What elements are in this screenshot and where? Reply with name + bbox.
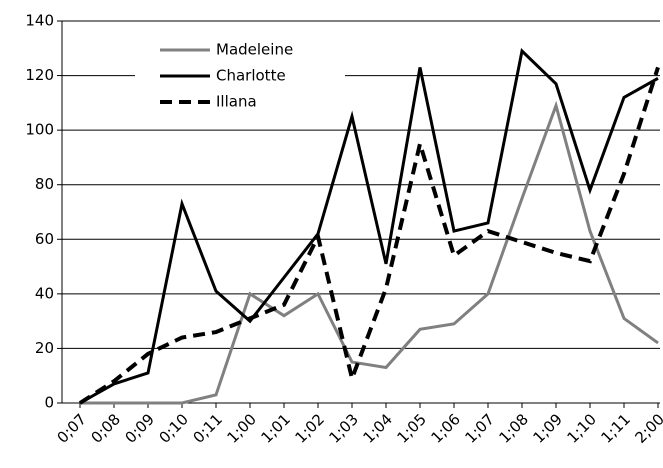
x-tick-label: 2;00 — [631, 410, 663, 447]
x-tick-label: 1;02 — [291, 410, 328, 447]
x-tick-label: 1;09 — [529, 410, 566, 447]
y-tick-label: 0 — [44, 394, 54, 412]
y-tick-label: 60 — [35, 230, 54, 248]
x-tick-label: 1;07 — [461, 410, 498, 447]
series-line — [78, 66, 660, 405]
y-tick-label: 80 — [35, 175, 54, 193]
legend-label: Madeleine — [216, 41, 293, 59]
x-tick-label: 0;10 — [155, 410, 192, 447]
x-tick-label: 1;01 — [257, 410, 294, 447]
x-tick-label: 0;09 — [121, 410, 158, 447]
x-tick-label: 0;08 — [87, 410, 124, 447]
x-tick-label: 1;03 — [325, 410, 362, 447]
x-tick-label: 0;11 — [189, 410, 226, 447]
x-tick-label: 1;10 — [563, 410, 600, 447]
x-tick-label: 1;08 — [495, 410, 532, 447]
legend-label: Charlotte — [216, 67, 286, 85]
x-tick-label: 1;11 — [597, 410, 634, 447]
y-tick-label: 100 — [25, 121, 54, 139]
x-tick-label: 0;07 — [53, 410, 90, 447]
x-tick-label: 1;04 — [359, 410, 396, 447]
x-tick-label: 1;00 — [223, 410, 260, 447]
y-tick-label: 140 — [25, 12, 54, 30]
y-tick-label: 20 — [35, 339, 54, 357]
series-line — [79, 48, 659, 405]
y-tick-label: 120 — [25, 66, 54, 84]
series-line — [80, 100, 659, 405]
y-tick-label: 40 — [35, 284, 54, 302]
x-tick-label: 1;05 — [393, 410, 430, 447]
x-tick-label: 1;06 — [427, 410, 464, 447]
legend-label: Illana — [216, 93, 257, 111]
